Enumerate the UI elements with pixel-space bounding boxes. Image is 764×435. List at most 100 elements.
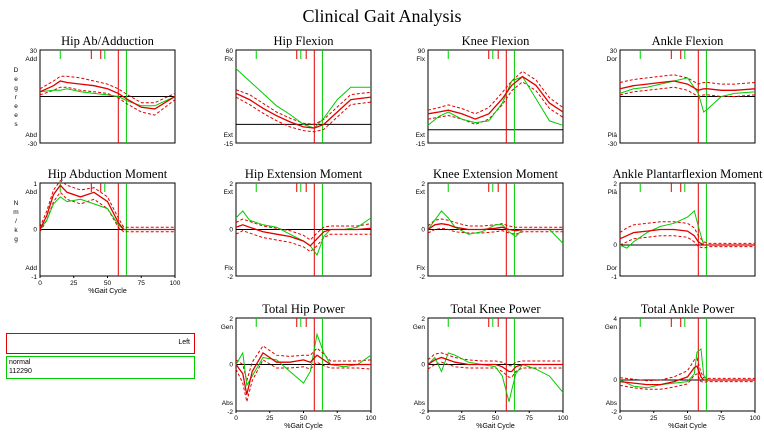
y-min-label: -2	[227, 409, 233, 416]
left-band-lower-line	[39, 191, 175, 233]
x-axis-label: %Gait Cycle	[668, 423, 707, 430]
plot-frame	[619, 182, 756, 277]
chart-title: Hip Flexion	[273, 34, 334, 48]
y-lower-label: Flx	[224, 265, 233, 272]
chart-title: Hip Abduction Moment	[48, 167, 168, 181]
chart-title: Knee Flexion	[462, 34, 530, 48]
chart-title: Ankle Flexion	[652, 34, 725, 48]
y-lower-label: Abs	[606, 400, 618, 407]
x-tick-label: 75	[138, 280, 146, 287]
left-series-line	[619, 228, 755, 246]
y-min-label: -2	[419, 409, 425, 416]
x-tick-label: 50	[684, 415, 692, 422]
y-min-label: -2	[611, 409, 617, 416]
x-axis-label: %Gait Cycle	[476, 423, 515, 430]
chart-panel-6: Knee Extension Moment 2 -2 Ext Flx 0	[416, 167, 564, 281]
y-max-label: 2	[229, 181, 233, 188]
chart-panel-10: Total Knee Power 2 -2 Gen Abs 0 0 25 50 75 100 %Gai…	[413, 302, 569, 430]
chart-title: Hip Extension Moment	[245, 167, 363, 181]
y-min-label: -30	[28, 141, 38, 148]
y-max-label: 2	[421, 181, 425, 188]
left-band-lower-line	[619, 373, 755, 390]
x-tick-label: 25	[650, 415, 658, 422]
left-band-upper-line	[619, 357, 755, 382]
chart-panel-3: Ankle Flexion 30 -30 Dor Plā	[607, 34, 756, 148]
y-axis-label-char: D	[14, 67, 19, 74]
left-series-line	[427, 75, 564, 120]
y-upper-label: Flx	[416, 56, 425, 63]
left-band-upper-line	[427, 352, 563, 367]
x-tick-label: 0	[426, 415, 430, 422]
x-tick-label: 75	[526, 415, 534, 422]
y-axis-label-char: s	[14, 121, 18, 128]
left-band-upper-line	[39, 75, 176, 104]
x-tick-label: 50	[300, 415, 308, 422]
y-upper-label: Plā	[608, 189, 618, 196]
left-band-upper-line	[39, 180, 175, 228]
legend-normal-id: 112290	[9, 368, 32, 375]
y-lower-label: Abd	[25, 132, 37, 139]
y-min-label: -15	[224, 141, 234, 148]
y-axis-label-char: g	[14, 85, 18, 92]
y-axis-label-char: e	[14, 103, 18, 110]
legend-left-label: Left	[178, 339, 190, 346]
plot-frame	[619, 317, 756, 412]
normal-series-line	[235, 68, 371, 129]
y-axis-label-char: g	[14, 236, 18, 243]
y-max-label: 1	[33, 181, 37, 188]
y-upper-label: Ext	[224, 189, 234, 196]
legend-normal-label: normal	[9, 359, 31, 366]
y-min-label: -2	[227, 274, 233, 281]
normal-series-line	[427, 352, 564, 402]
chart-title: Total Knee Power	[450, 302, 541, 316]
y-zero-label: 0	[613, 242, 617, 249]
x-tick-label: 0	[234, 415, 238, 422]
y-lower-label: Abs	[414, 400, 426, 407]
left-band-lower-line	[619, 86, 756, 98]
y-zero-label: 0	[33, 227, 37, 234]
y-upper-label: Dor	[607, 56, 618, 63]
y-lower-label: Plā	[608, 132, 618, 139]
y-min-label: -1	[31, 274, 37, 281]
y-axis-label-char: /	[15, 218, 17, 225]
left-series-line	[235, 224, 372, 247]
x-tick-label: 100	[170, 280, 181, 287]
left-band-upper-line	[619, 221, 755, 244]
left-band-upper-line	[235, 345, 372, 383]
y-lower-label: Ext	[416, 132, 426, 139]
left-series-line	[427, 356, 563, 373]
y-max-label: 30	[30, 48, 38, 55]
left-series-line	[39, 80, 176, 110]
left-series-line	[619, 80, 756, 91]
y-zero-label: 0	[421, 362, 425, 369]
left-series-line	[619, 365, 755, 386]
left-band-upper-line	[619, 74, 756, 85]
y-max-label: 2	[229, 316, 233, 323]
y-axis-label-char: e	[14, 112, 18, 119]
normal-series-line	[39, 88, 176, 107]
left-band-lower-line	[235, 96, 372, 133]
x-tick-label: 75	[718, 415, 726, 422]
y-zero-label: 0	[613, 377, 617, 384]
y-zero-label: 0	[421, 227, 425, 234]
legend-normal: normal 112290	[6, 356, 195, 379]
y-upper-label: Abd	[25, 189, 37, 196]
chart-panel-11: Total Ankle Power 4 -2 Gen Abs 0 0 25 50 75 100 %Ga…	[605, 302, 761, 430]
y-upper-label: Flx	[224, 56, 233, 63]
x-axis-label: %Gait Cycle	[88, 288, 127, 295]
page-title: Clinical Gait Analysis	[303, 6, 462, 26]
normal-series-line	[619, 209, 755, 249]
left-series-line	[39, 184, 175, 231]
y-upper-label: Add	[25, 56, 37, 63]
y-max-label: 30	[610, 48, 618, 55]
y-min-label: -30	[608, 141, 618, 148]
chart-panel-9: Total Hip Power 2 -2 Gen Abs 0 0 25 50 75 100 %Gait…	[221, 302, 377, 430]
y-axis-label-char: e	[14, 76, 18, 83]
left-band-upper-line	[427, 70, 564, 115]
left-band-upper-line	[427, 218, 563, 228]
left-band-upper-line	[235, 218, 372, 241]
left-band-lower-line	[427, 227, 563, 235]
chart-title: Total Hip Power	[262, 302, 345, 316]
y-upper-label: Gen	[221, 324, 234, 331]
